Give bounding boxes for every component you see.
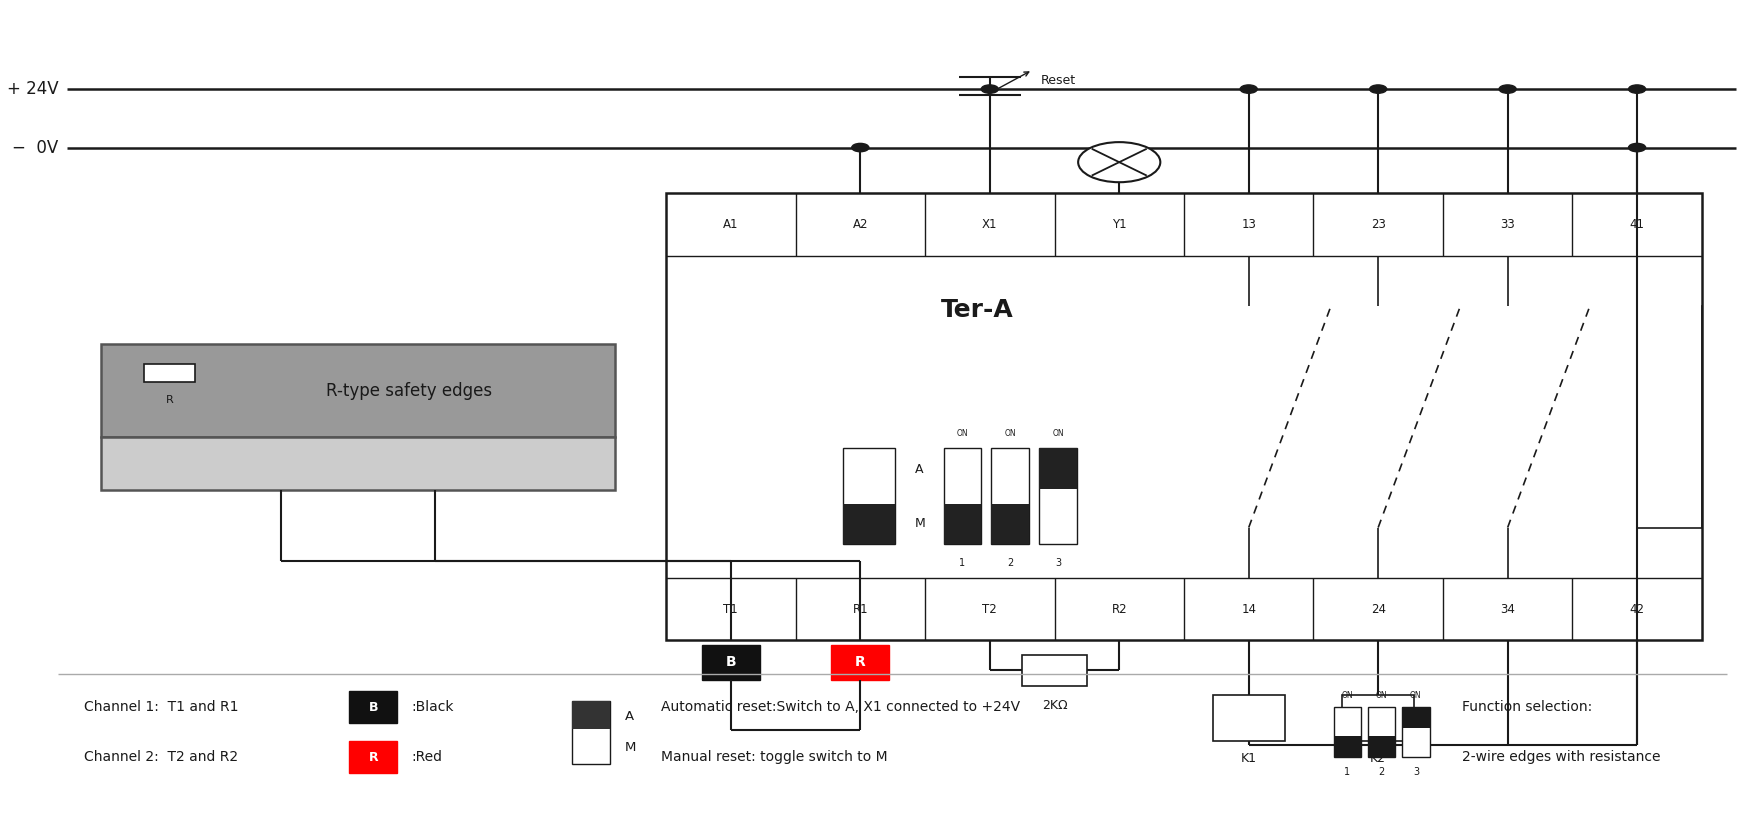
Text: M: M [915,517,925,530]
Text: ON: ON [1004,429,1016,438]
Text: R1: R1 [852,603,868,616]
Text: 33: 33 [1500,219,1516,231]
Text: 42: 42 [1629,603,1645,616]
Text: 1: 1 [959,557,966,567]
Bar [1369,707,1395,758]
Text: B: B [726,655,737,669]
Text: T1: T1 [723,603,739,616]
Circle shape [1240,85,1257,93]
Bar [573,701,609,763]
Text: Function selection:: Function selection: [1461,701,1592,714]
Bar [1039,448,1077,545]
Bar [943,504,981,545]
Bar [1213,695,1285,741]
Text: 14: 14 [1241,603,1255,616]
Circle shape [1500,85,1516,93]
Text: ON: ON [1411,691,1421,701]
Text: Y1: Y1 [1112,219,1126,231]
Bar [349,742,398,773]
Text: Manual reset: toggle switch to M: Manual reset: toggle switch to M [662,750,887,764]
Text: A1: A1 [723,219,739,231]
Text: X1: X1 [981,219,997,231]
Text: :Black: :Black [410,701,454,714]
Text: 3: 3 [1413,768,1419,778]
Bar [143,364,196,382]
Text: ON: ON [1376,691,1388,701]
Text: :Red: :Red [410,750,442,764]
Text: R2: R2 [1112,603,1128,616]
Text: 2: 2 [1007,557,1013,567]
Bar [1343,695,1414,741]
Bar [992,504,1028,545]
Text: Ter-A: Ter-A [941,297,1013,322]
Text: A: A [915,463,924,476]
Bar [101,437,615,490]
Circle shape [1077,142,1161,182]
Text: 1: 1 [1344,768,1350,778]
Text: T2: T2 [983,603,997,616]
Text: 2: 2 [1379,768,1385,778]
Text: R: R [368,751,379,763]
Bar [573,701,609,729]
Circle shape [981,85,999,93]
Bar [349,691,398,723]
Text: 3: 3 [1055,557,1062,567]
Text: R: R [166,395,173,405]
Text: 23: 23 [1371,219,1386,231]
Text: 2-wire edges with resistance: 2-wire edges with resistance [1461,750,1660,764]
Text: R-type safety edges: R-type safety edges [327,381,492,400]
Bar [1402,707,1430,728]
Circle shape [1629,143,1646,152]
Text: Reset: Reset [1041,75,1076,87]
Circle shape [1110,143,1128,152]
Bar [1039,448,1077,489]
Bar [702,644,760,680]
Text: M: M [625,742,636,754]
Bar [843,504,894,545]
Bar [1369,737,1395,758]
Bar [1402,707,1430,758]
Text: 41: 41 [1629,219,1645,231]
Bar [831,644,889,680]
Text: Channel 1:  T1 and R1: Channel 1: T1 and R1 [84,701,239,714]
Text: −  0V: − 0V [12,138,58,157]
Bar [992,448,1028,545]
Bar [1334,737,1362,758]
Text: ON: ON [1341,691,1353,701]
Text: B: B [368,701,379,714]
Text: A2: A2 [852,219,868,231]
Text: ON: ON [957,429,969,438]
Text: A: A [625,710,634,723]
Bar [843,448,894,545]
Bar [101,344,615,437]
Text: K2: K2 [1371,753,1386,765]
Text: Automatic reset:Switch to A, X1 connected to +24V: Automatic reset:Switch to A, X1 connecte… [662,701,1020,714]
Text: R: R [856,655,866,669]
Text: K1: K1 [1241,753,1257,765]
Text: 13: 13 [1241,219,1255,231]
Circle shape [852,143,870,152]
Bar [943,448,981,545]
Text: + 24V: + 24V [7,80,58,98]
Bar [1021,654,1088,686]
Bar [1334,707,1362,758]
Bar [667,194,1702,640]
Circle shape [1629,85,1646,93]
Circle shape [1369,85,1386,93]
Text: ON: ON [1053,429,1063,438]
Text: Channel 2:  T2 and R2: Channel 2: T2 and R2 [84,750,237,764]
Text: 2KΩ: 2KΩ [1042,699,1067,711]
Text: 24: 24 [1371,603,1386,616]
Text: 34: 34 [1500,603,1516,616]
